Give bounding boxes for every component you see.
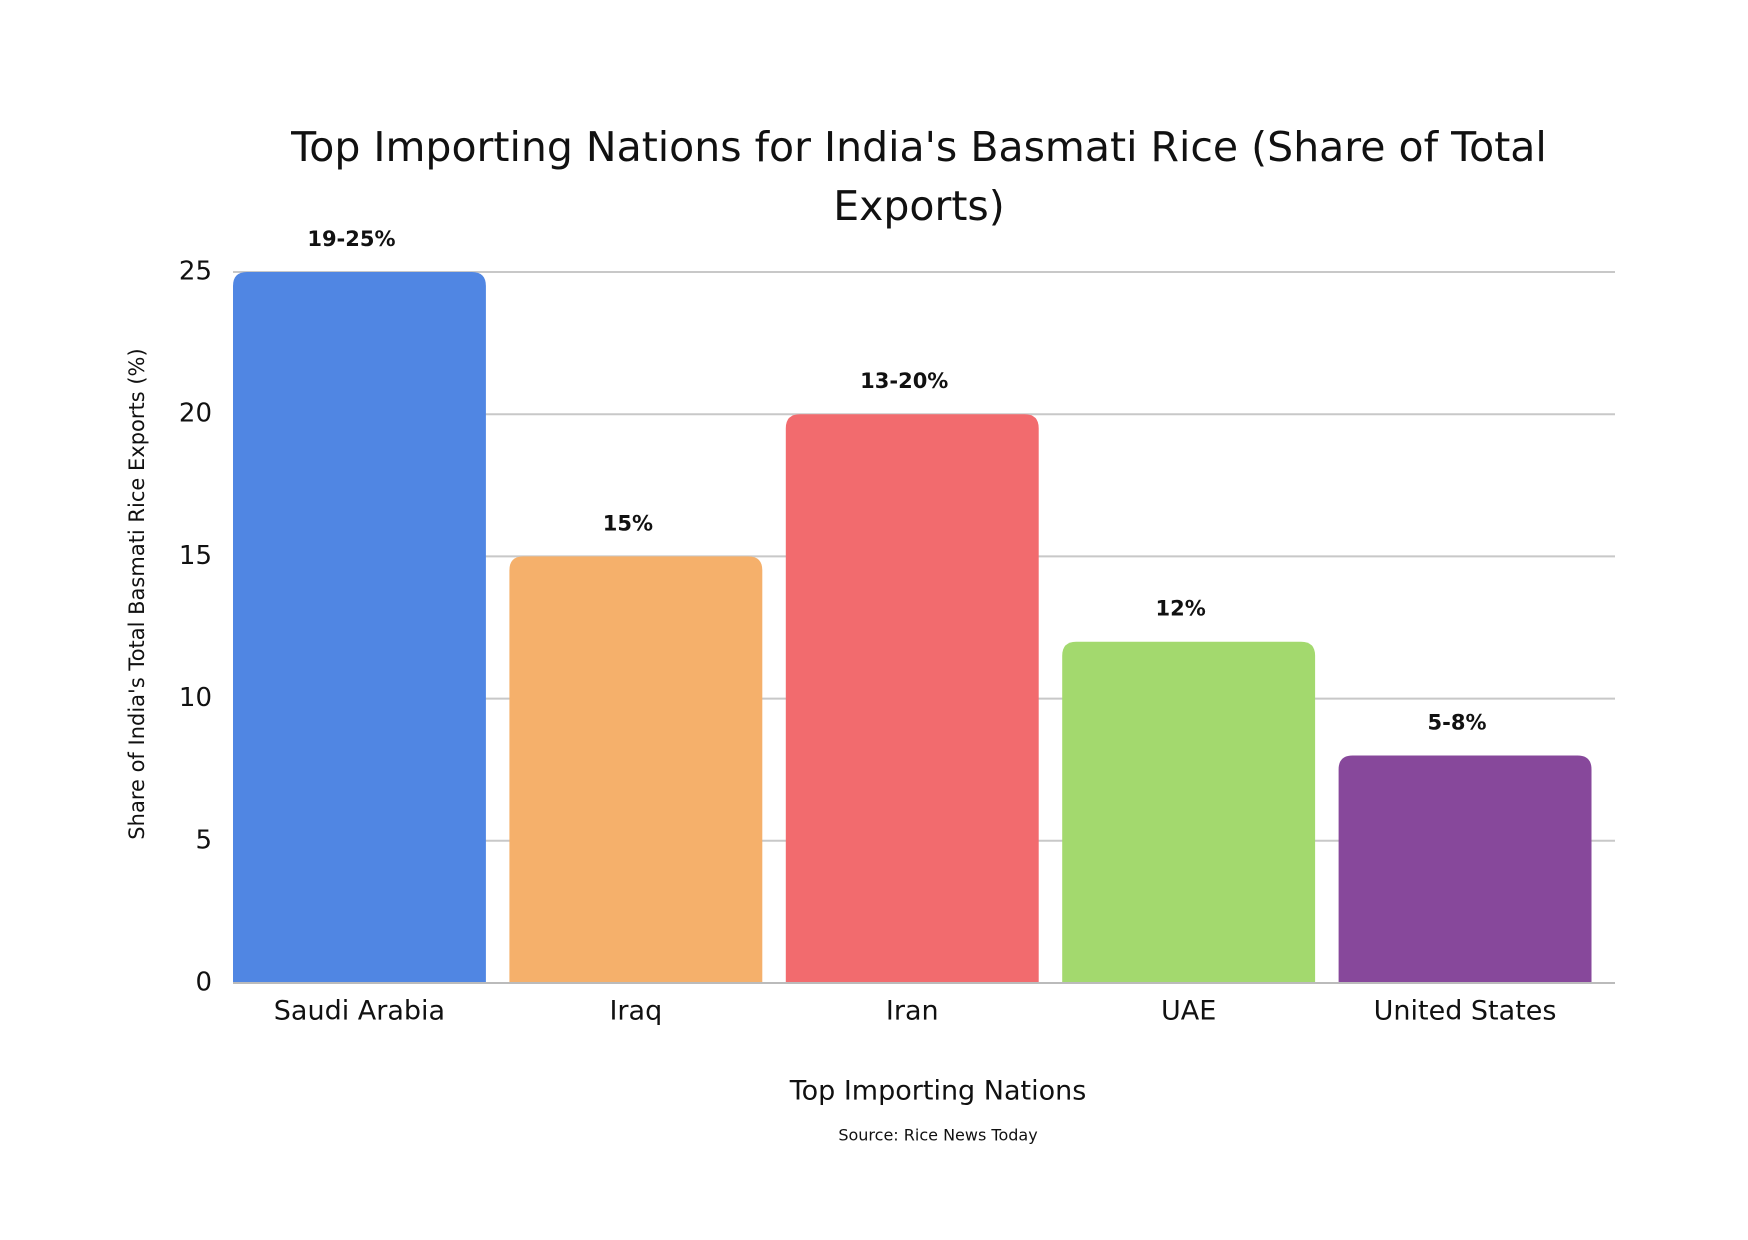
y-tick-label: 25 bbox=[179, 257, 212, 287]
y-tick-label: 10 bbox=[179, 683, 212, 713]
x-tick-label: Iraq bbox=[609, 996, 662, 1027]
x-tick-label: United States bbox=[1374, 996, 1557, 1027]
source: Source: Rice News Today bbox=[838, 1126, 1037, 1145]
value-label: 19-25% bbox=[307, 227, 395, 251]
bar bbox=[509, 556, 763, 983]
x-tick-label: UAE bbox=[1161, 996, 1216, 1027]
chart-title: Top Importing Nations for India's Basmat… bbox=[291, 123, 1547, 230]
y-tick-label: 5 bbox=[195, 825, 212, 855]
y-tick-label: 15 bbox=[179, 541, 212, 571]
x-tick-label: Iran bbox=[886, 996, 939, 1027]
y-tick-label: 20 bbox=[179, 399, 212, 429]
bar bbox=[1338, 755, 1592, 983]
x-axis-title: Top Importing Nations bbox=[789, 1076, 1087, 1107]
y-axis-title: Share of India's Total Basmati Rice Expo… bbox=[125, 348, 149, 839]
value-label: 5-8% bbox=[1428, 710, 1487, 734]
y-tick-label: 0 bbox=[195, 968, 212, 998]
x-tick-label: Saudi Arabia bbox=[274, 996, 445, 1027]
bar bbox=[1062, 641, 1316, 983]
value-label: 12% bbox=[1156, 597, 1206, 621]
bar bbox=[785, 414, 1039, 983]
value-label: 15% bbox=[603, 511, 653, 535]
value-label: 13-20% bbox=[860, 369, 948, 393]
bar bbox=[233, 272, 486, 983]
